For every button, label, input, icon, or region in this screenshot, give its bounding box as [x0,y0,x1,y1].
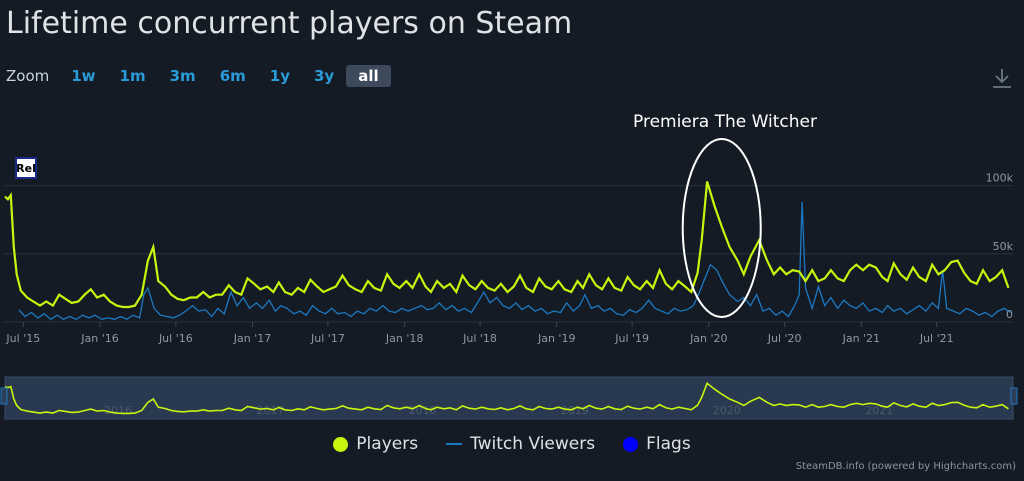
annotation-ellipse [681,138,762,318]
twitch-viewers-line [18,201,1011,321]
x-tick-label: Jul '21 [919,332,954,345]
legend-label-flags: Flags [646,434,691,454]
x-tick-label: Jan '20 [689,332,727,345]
zoom-button-1w[interactable]: 1w [71,67,96,85]
zoom-button-6m[interactable]: 6m [219,67,246,85]
legend: Players Twitch Viewers Flags [0,434,1024,454]
x-tick-label: Jul '17 [310,332,345,345]
players-legend-marker [333,436,349,452]
navigator-year-label: 2018 [409,404,437,417]
legend-item-players[interactable]: Players [333,434,418,454]
x-tick-label: Jul '18 [462,332,497,345]
x-tick-label: Jan '21 [842,332,880,345]
y-tick-label: 50k [993,240,1014,253]
release-flag[interactable]: Rel [15,157,37,179]
zoom-button-all[interactable]: all [346,65,391,87]
zoom-button-1m[interactable]: 1m [119,67,146,85]
zoom-button-3y[interactable]: 3y [314,67,335,85]
navigator-year-label: 2017 [257,404,285,417]
legend-label-players: Players [356,434,419,454]
navigator-year-label: 2020 [713,404,741,417]
legend-item-twitch[interactable]: Twitch Viewers [446,434,595,454]
zoom-button-1y[interactable]: 1y [269,67,290,85]
x-tick-label: Jul '19 [614,332,649,345]
x-tick-label: Jul '16 [158,332,193,345]
chart-credits[interactable]: SteamDB.info (powered by Highcharts.com) [795,461,1016,472]
legend-label-twitch: Twitch Viewers [470,434,596,454]
zoom-label: Zoom [6,67,50,85]
witcher-annotation: Premiera The Witcher [633,112,817,132]
x-tick-label: Jan '18 [385,332,423,345]
y-tick-label: 100k [986,172,1014,185]
twitch-legend-marker [446,443,463,445]
navigator-handle-left [0,387,8,405]
x-tick-label: Jan '16 [80,332,118,345]
zoom-button-3m[interactable]: 3m [169,67,196,85]
x-tick-label: Jan '17 [233,332,271,345]
x-tick-label: Jul '20 [767,332,802,345]
players-line [4,181,1010,309]
zoom-bar: Zoom 1w 1m 3m 6m 1y 3y all [6,64,391,88]
navigator-handle-right [1010,387,1018,405]
y-tick-label: 0 [1006,308,1013,321]
navigator-year-label: 2019 [561,404,589,417]
download-icon[interactable] [990,66,1014,90]
legend-item-flags[interactable]: Flags [623,434,691,454]
chart-title: Lifetime concurrent players on Steam [6,6,573,41]
navigator-year-label: 2016 [104,404,132,417]
x-tick-label: Jan '19 [537,332,575,345]
navigator-selection [4,376,1014,420]
flags-legend-marker [623,436,639,452]
navigator-players-line [4,381,1009,415]
x-tick-label: Jul '15 [5,332,40,345]
